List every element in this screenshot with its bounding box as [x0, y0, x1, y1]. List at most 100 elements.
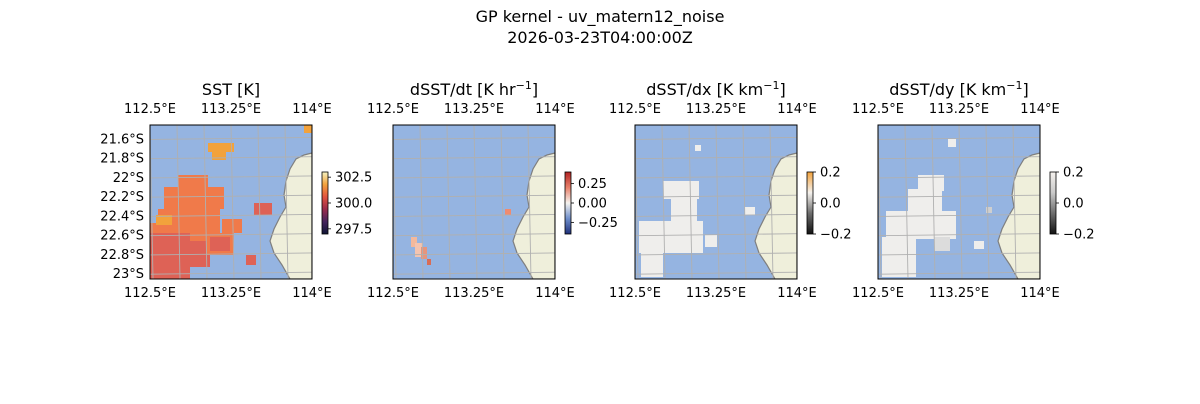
field-cell — [986, 207, 992, 213]
gridline-lat — [393, 194, 555, 198]
gridline-lon — [473, 125, 478, 279]
land-mass — [512, 152, 555, 279]
x-tick-label-top: 113.25°E — [201, 102, 261, 117]
gridline-lat — [150, 252, 312, 256]
field-cell — [948, 139, 956, 147]
gridline-lon — [203, 125, 208, 279]
field-cell — [705, 235, 717, 247]
field-cell — [641, 251, 663, 277]
gridline-lon — [419, 125, 424, 279]
field-cell — [156, 215, 172, 225]
field-cell — [208, 143, 234, 152]
gridline-lon — [688, 125, 693, 279]
x-tick-label-top: 113.25°E — [929, 102, 989, 117]
gridline-lat — [635, 136, 797, 140]
gridline-lat — [393, 175, 555, 179]
field-cell — [934, 237, 950, 251]
x-tick-label-bottom: 112.5°E — [609, 286, 661, 301]
field-cell — [421, 247, 427, 259]
y-tick-label: 22.8°S — [100, 248, 144, 263]
field-cell — [411, 237, 417, 247]
field-cell — [427, 259, 431, 265]
map-area — [150, 125, 312, 279]
field-cell — [639, 221, 703, 253]
field-cell — [164, 187, 224, 209]
colorbar — [806, 171, 814, 235]
x-tick-label-bottom: 114°E — [1020, 286, 1060, 301]
colorbar-tick-label: 0.0 — [1063, 197, 1084, 212]
field-cell — [210, 237, 230, 251]
gridline-lat — [635, 213, 797, 217]
gridline-lat — [393, 136, 555, 140]
colorbar-tick-label: −0.2 — [820, 228, 852, 243]
colorbar-tick-label: −0.2 — [1063, 228, 1095, 243]
x-tick-label-top: 113.25°E — [686, 102, 746, 117]
field-cell — [212, 152, 226, 160]
x-tick-label-bottom: 114°E — [535, 286, 575, 301]
gridline-lat — [878, 213, 1040, 217]
panels: SST [K] 112.5°E 112.5°E 113.25°E 113.25°E 114… — [100, 79, 1094, 301]
gridline-lon — [230, 125, 235, 279]
field-cell — [882, 237, 916, 277]
map-frame — [877, 124, 1041, 280]
gridline-lat — [635, 271, 797, 275]
gridline-lat — [878, 271, 1040, 275]
land-mass — [754, 152, 797, 279]
gridline-lon — [958, 125, 963, 279]
y-tick-label: 22.4°S — [100, 209, 144, 224]
map-area — [635, 125, 797, 279]
map-frame — [149, 124, 313, 280]
gridline-lat — [150, 175, 312, 179]
gridline-lat — [635, 175, 797, 179]
map-area — [393, 125, 555, 279]
x-tick-label-top: 114°E — [1020, 102, 1060, 117]
y-tick-label: 22°S — [113, 171, 144, 186]
gridline-lon — [904, 125, 909, 279]
x-tick-label-bottom: 112.5°E — [124, 286, 176, 301]
gridline-lat — [150, 136, 312, 140]
colorbar-tick-label: 302.5 — [335, 171, 372, 186]
map-panel-1: SST [K] 112.5°E 112.5°E 113.25°E 113.25°E 114… — [100, 80, 372, 301]
gridline-lat — [878, 156, 1040, 160]
gridline-lat — [393, 213, 555, 217]
y-tick-label: 21.8°S — [100, 152, 144, 167]
gridline-lat — [393, 271, 555, 275]
field-cell — [974, 241, 984, 249]
gridline-lon — [446, 125, 451, 279]
field-cell — [304, 125, 312, 133]
y-tick-label: 21.6°S — [100, 132, 144, 147]
gridline-lon — [931, 125, 936, 279]
gridline-lon — [715, 125, 720, 279]
map-panel-2: dSST/dt [K hr−1] 112.5°E 112.5°E 113.25°E 11… — [367, 79, 618, 301]
field-cell — [222, 219, 242, 233]
x-tick-label-top: 112.5°E — [609, 102, 661, 117]
figure-subtitle: 2026-03-23T04:00:00Z — [507, 28, 693, 47]
gridline-lat — [878, 175, 1040, 179]
x-tick-label-bottom: 112.5°E — [852, 286, 904, 301]
x-tick-label-top: 112.5°E — [367, 102, 419, 117]
x-tick-label-top: 112.5°E — [852, 102, 904, 117]
colorbar-tick-label: 0.0 — [820, 197, 841, 212]
field-cell — [918, 175, 944, 191]
map-area — [878, 125, 1040, 279]
gridline-lat — [878, 252, 1040, 256]
field-cell — [254, 203, 272, 215]
gridline-lon — [176, 125, 181, 279]
panel-title: SST [K] — [202, 80, 260, 99]
x-tick-label-bottom: 113.25°E — [929, 286, 989, 301]
colorbar-tick-label: 0.2 — [1063, 166, 1084, 181]
x-tick-label-top: 112.5°E — [124, 102, 176, 117]
y-tick-label: 22.2°S — [100, 190, 144, 205]
gridline-lat — [878, 194, 1040, 198]
y-tick-label: 22.6°S — [100, 229, 144, 244]
gridline-lon — [661, 125, 666, 279]
figure-title: GP kernel - uv_matern12_noise — [476, 7, 725, 27]
y-tick-label: 23°S — [113, 267, 144, 282]
gridline-lat — [150, 271, 312, 275]
colorbar — [1049, 171, 1057, 235]
colorbar-tick-label: 0.00 — [578, 197, 607, 212]
gridline-lat — [393, 252, 555, 256]
x-tick-label-bottom: 114°E — [777, 286, 817, 301]
field-cell — [246, 255, 256, 265]
